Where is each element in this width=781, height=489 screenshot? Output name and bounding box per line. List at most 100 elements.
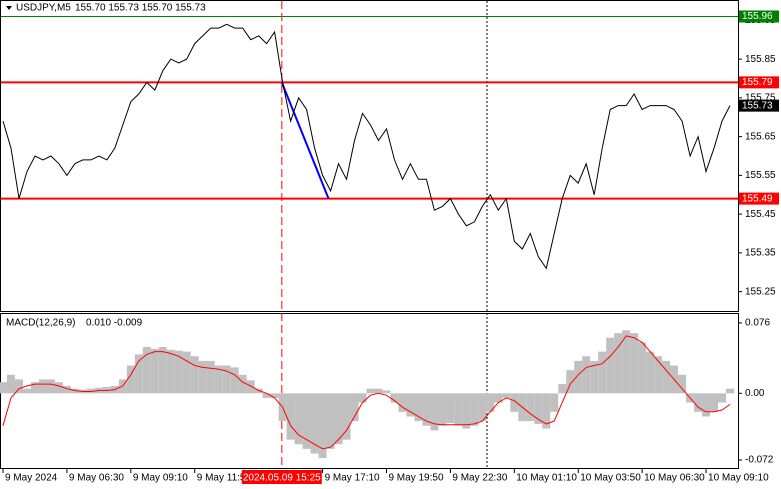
macd-bar [294,393,303,445]
macd-bar [14,379,23,394]
level-label: 155.79 [742,77,773,88]
macd-bar [190,356,199,394]
macd-bar [430,393,439,431]
macd-bar [462,393,471,429]
macd-bar [406,393,415,417]
macd-bar [582,356,591,394]
macd-bar [654,356,663,394]
macd-bar [22,388,31,394]
macd-bar [414,393,423,422]
last-price-label: 155.73 [742,100,773,111]
macd-bar [526,393,535,422]
y-tick-label: 155.85 [745,54,776,65]
level-label: 155.49 [742,193,773,204]
macd-bar [150,348,159,394]
macd-bar [262,393,271,398]
macd-bar [726,388,735,394]
level-label-box [739,76,779,89]
macd-bar [622,330,631,394]
macd-bar [0,382,7,394]
macd-bar [238,374,247,394]
y-tick-label: 155.75 [745,93,776,104]
macd-bar [710,393,719,412]
x-tick-label: 9 May 06:30 [69,473,124,484]
macd-bar [54,382,63,394]
y-tick-label: 155.25 [745,286,776,297]
x-tick-label: 9 May 22:30 [452,473,507,484]
macd-bar [542,393,551,429]
macd-bar [382,390,391,394]
macd-bar [230,367,239,394]
macd-bar [646,351,655,394]
macd-bar [222,365,231,394]
macd-bar [174,350,183,394]
macd-bar [678,374,687,394]
x-tick-label: 9 May 17:10 [325,473,380,484]
macd-bar [534,393,543,424]
macd-bar [598,351,607,394]
y-tick-label: -0.072 [745,455,774,466]
macd-bar [246,380,255,394]
macd-bar [502,393,511,398]
macd-bar [558,384,567,394]
y-tick-label: 155.55 [745,170,776,181]
x-tick-label: 10 May 01:10 [516,473,577,484]
macd-bar [702,393,711,417]
macd-bar [494,393,503,403]
macd-bar [286,393,295,440]
x-tick-label: 10 May 06:30 [644,473,705,484]
macd-bar [358,393,367,403]
chart-title: USDJPY,M5 [16,3,71,14]
macd-bar [510,393,519,412]
macd-bar [606,337,615,394]
macd-bar [478,393,487,422]
macd-bar [62,385,71,394]
macd-bar [334,393,343,445]
macd-subtitle: 0.010 -0.009 [86,318,143,329]
macd-bar [326,393,335,449]
x-tick-label: 9 May 2024 [5,473,58,484]
level-label: 155.96 [742,11,773,22]
macd-bar [398,393,407,412]
chart-subtitle: 155.70 155.73 155.70 155.73 [75,3,206,14]
last-price-box [739,99,779,112]
macd-bar [206,360,215,394]
macd-bar [182,351,191,394]
macd-bar [366,388,375,394]
macd-bar [126,365,135,394]
macd-bar [438,393,447,426]
cursor-label-box [241,470,322,484]
macd-bar [158,346,167,394]
macd-bar [662,360,671,394]
price-line [2,23,731,270]
y-tick-label: 155.45 [745,209,776,220]
macd-bar [302,393,311,449]
macd-bar [350,393,359,422]
macd-bar [374,388,383,394]
x-tick-label: 10 May 09:10 [708,473,769,484]
x-tick-label: 9 May 11:50 [197,473,252,484]
macd-bar [38,379,47,394]
macd-bar [566,370,575,394]
macd-bar [310,393,319,454]
collapse-icon [6,6,12,10]
cursor-label: 2024.05.09 15:25 [243,473,321,484]
macd-bar [318,393,327,459]
level-label-box [739,192,779,205]
y-tick-label: 155.65 [745,131,776,142]
macd-bar [590,360,599,394]
trendline [280,82,330,199]
macd-bar [694,393,703,412]
y-tick-label: 155.35 [745,248,776,259]
macd-title: MACD(12,26,9) [6,318,75,329]
macd-bar [614,333,623,394]
macd-bar [470,393,479,426]
macd-bar [454,393,463,426]
macd-bar [550,393,559,412]
macd-bar [214,365,223,394]
macd-bar [270,393,279,398]
macd-bar [446,393,455,423]
macd-bar [718,393,727,403]
